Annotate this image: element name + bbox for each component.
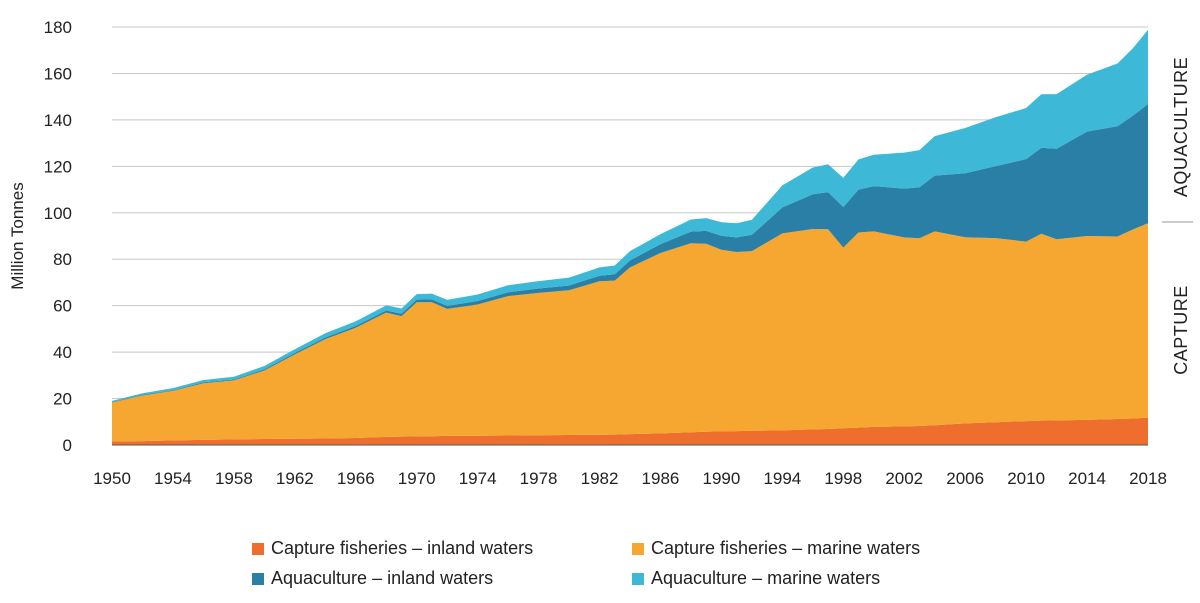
x-tick-label: 1958 xyxy=(215,469,253,488)
x-tick-label: 1998 xyxy=(824,469,862,488)
legend-item: Capture fisheries – inland waters xyxy=(252,538,632,559)
legend-swatch xyxy=(632,572,644,585)
x-tick-label: 2018 xyxy=(1129,469,1167,488)
stacked-areas xyxy=(112,29,1148,445)
x-tick-label: 1962 xyxy=(276,469,314,488)
y-tick-label: 100 xyxy=(44,204,72,223)
x-axis-ticks: 1950 1954 1958 1962 1966 1970 1974 1978 1982 1986… xyxy=(93,469,1167,488)
x-tick-label: 1978 xyxy=(520,469,558,488)
x-tick-label: 1990 xyxy=(702,469,740,488)
x-tick-label: 1970 xyxy=(398,469,436,488)
x-tick-label: 1950 xyxy=(93,469,131,488)
x-tick-label: 1982 xyxy=(581,469,619,488)
y-tick-label: 40 xyxy=(53,343,72,362)
y-tick-label: 120 xyxy=(44,157,72,176)
y-axis-ticks: 0 20 40 60 80 100 120 140 160 180 xyxy=(44,18,72,455)
x-tick-label: 1986 xyxy=(642,469,680,488)
legend-swatch xyxy=(632,542,644,555)
side-label-aquaculture: AQUACULTURE xyxy=(1171,57,1191,197)
legend-label: Capture fisheries – inland waters xyxy=(271,538,534,558)
side-label-capture: CAPTURE xyxy=(1171,285,1191,375)
legend-swatch xyxy=(252,572,264,585)
y-axis-label: Million Tonnes xyxy=(8,182,27,289)
legend-item: Capture fisheries – marine waters xyxy=(632,538,1012,559)
area-series-1 xyxy=(112,417,1148,445)
y-tick-label: 180 xyxy=(44,18,72,37)
legend-item: Aquaculture – inland waters xyxy=(252,568,632,589)
legend-label: Capture fisheries – marine waters xyxy=(651,538,921,558)
x-tick-label: 1974 xyxy=(459,469,497,488)
x-tick-label: 2014 xyxy=(1068,469,1106,488)
legend-label: Aquaculture – marine waters xyxy=(651,568,881,588)
x-tick-label: 2006 xyxy=(946,469,984,488)
legend-swatch xyxy=(252,542,264,555)
y-tick-label: 80 xyxy=(53,250,72,269)
gridlines xyxy=(112,26,1148,400)
x-tick-label: 2010 xyxy=(1007,469,1045,488)
y-tick-label: 160 xyxy=(44,64,72,83)
x-tick-label: 2002 xyxy=(885,469,923,488)
x-tick-label: 1966 xyxy=(337,469,375,488)
area-series-2 xyxy=(112,223,1148,442)
y-tick-label: 20 xyxy=(53,390,72,409)
legend-label: Aquaculture – inland waters xyxy=(271,568,494,588)
area-chart: 0 20 40 60 80 100 120 140 160 180 1950 1954 1958 196… xyxy=(8,18,1193,488)
legend-item: Aquaculture – marine waters xyxy=(632,568,1012,589)
y-tick-label: 60 xyxy=(53,297,72,316)
x-tick-label: 1994 xyxy=(763,469,801,488)
x-tick-label: 1954 xyxy=(154,469,192,488)
legend: Capture fisheries – inland waters Capture… xyxy=(252,538,1012,589)
y-tick-label: 0 xyxy=(63,436,72,455)
y-tick-label: 140 xyxy=(44,111,72,130)
